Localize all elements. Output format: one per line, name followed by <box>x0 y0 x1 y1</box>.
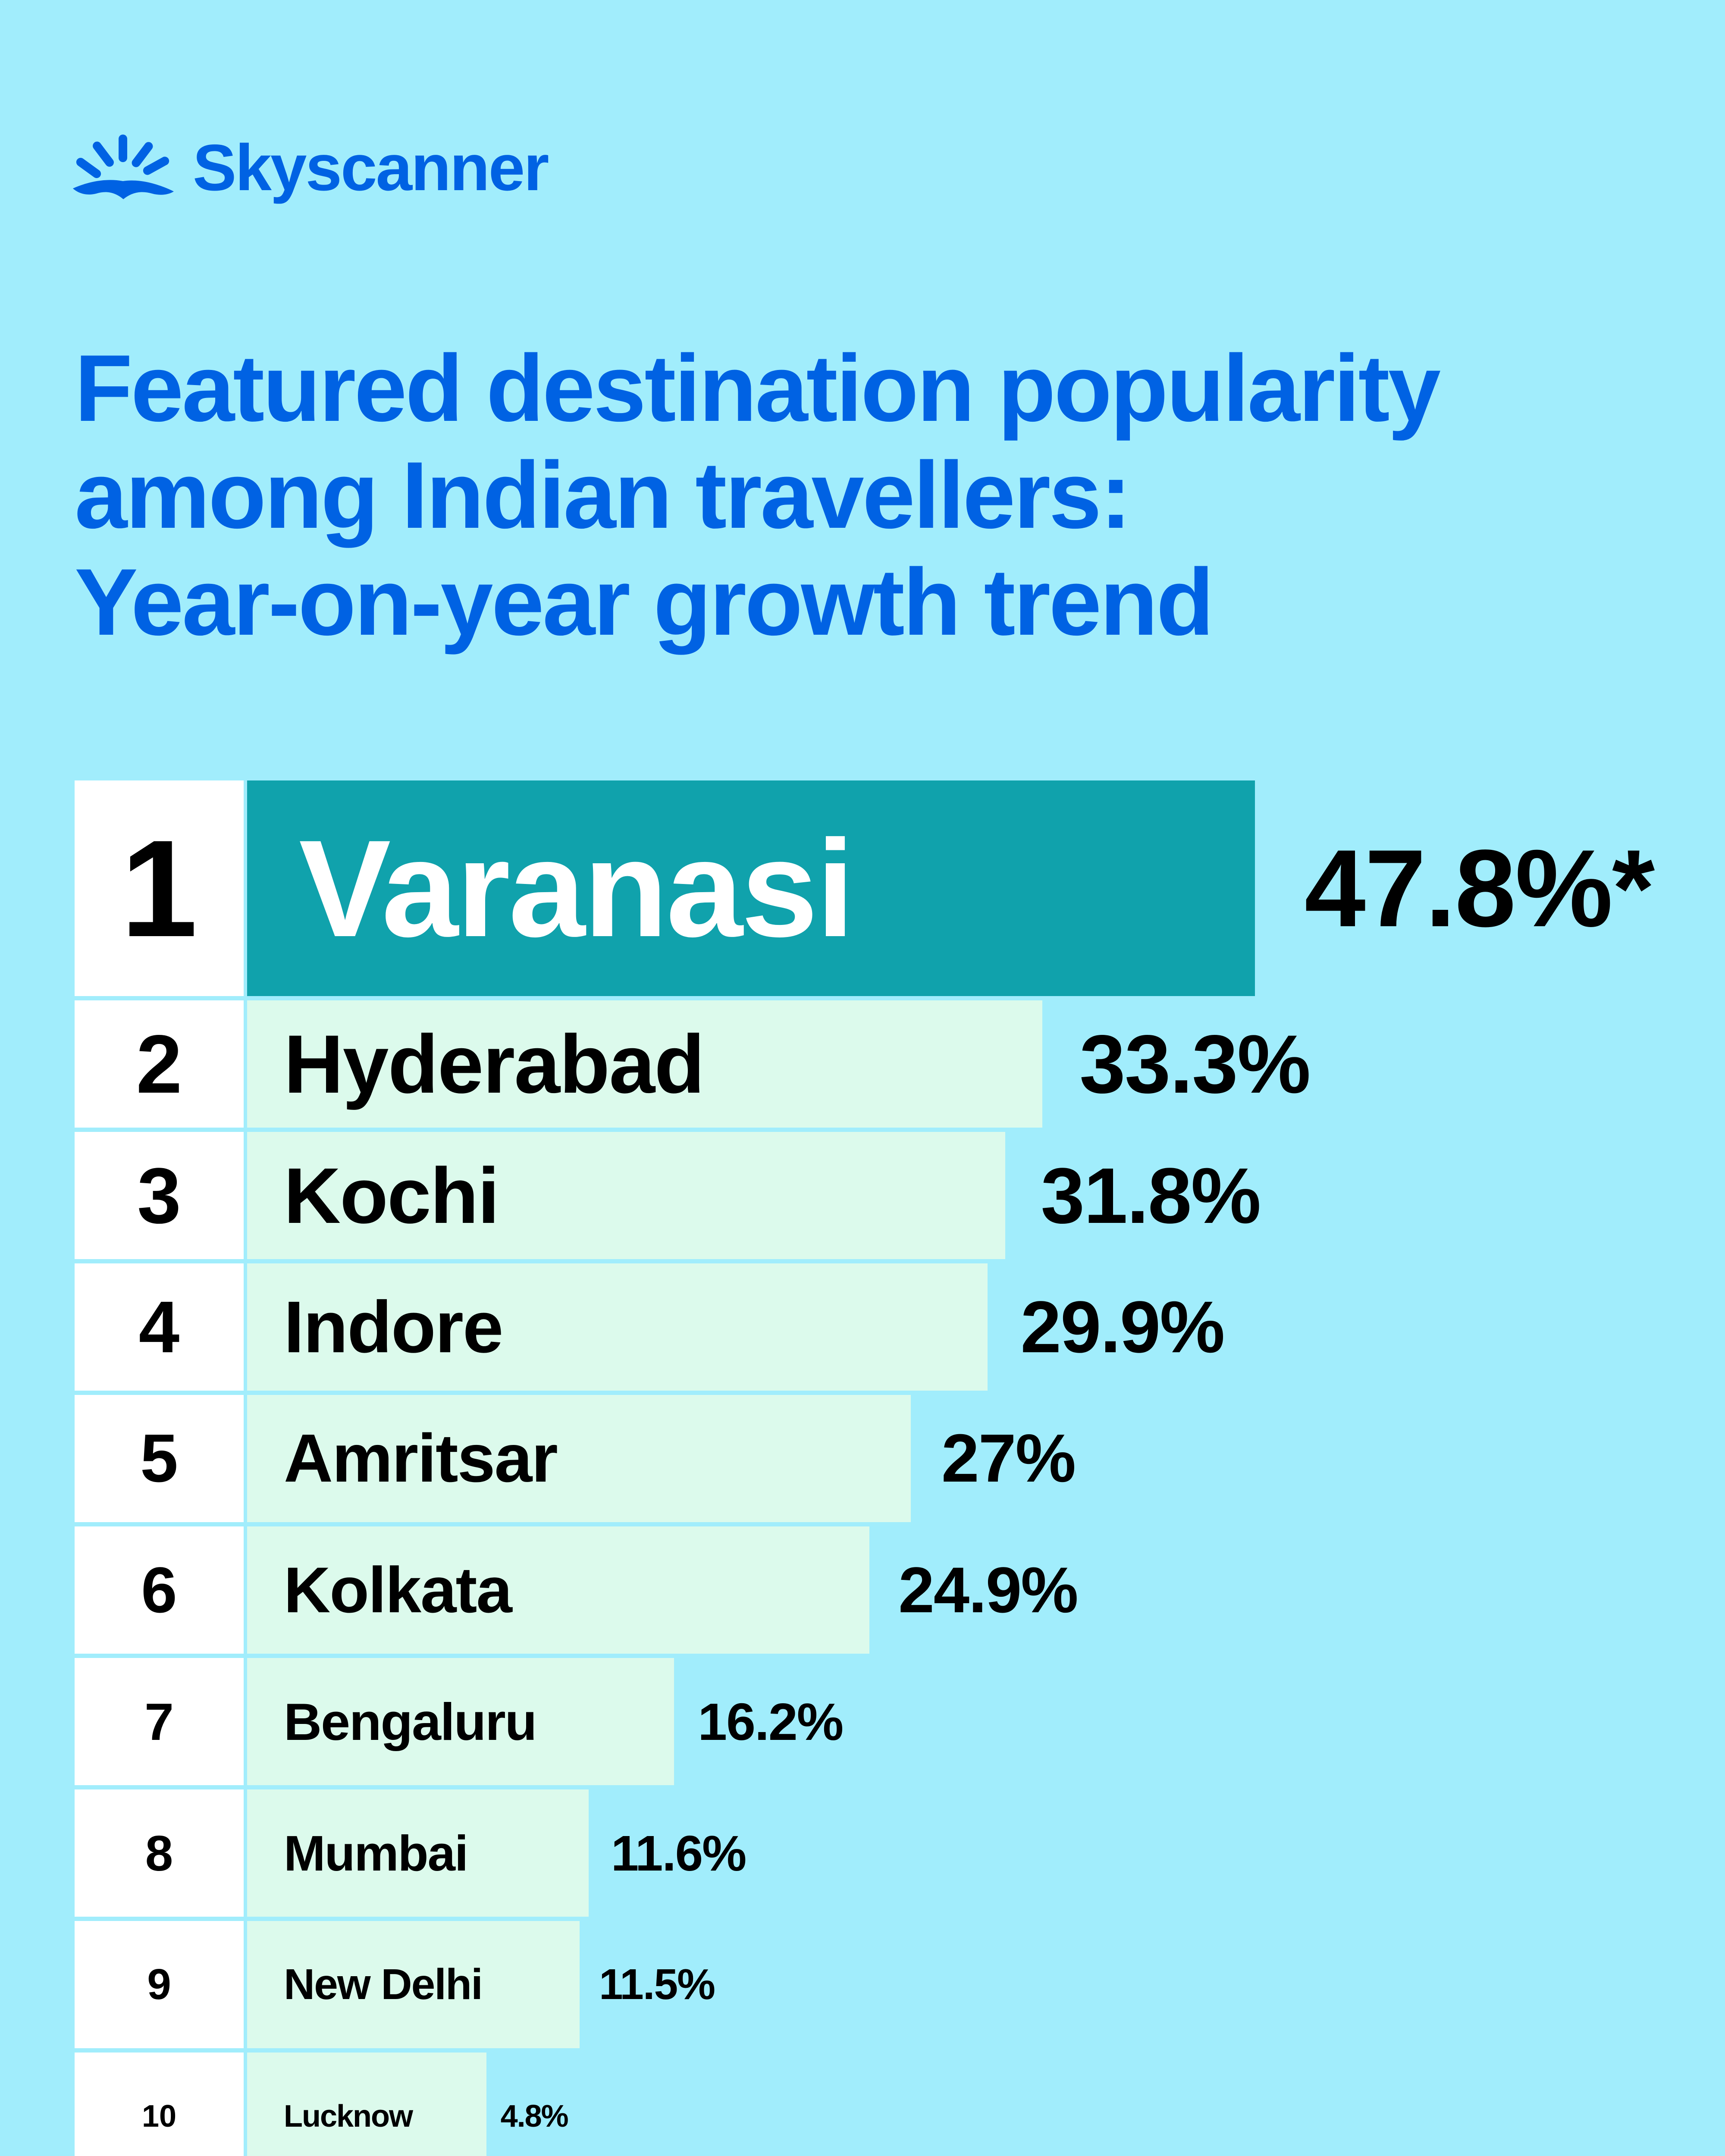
city-label: Hyderabad <box>284 1018 705 1110</box>
bar-area: Lucknow 4.8% <box>247 2053 1725 2156</box>
bar-area: Bengaluru 16.2% <box>247 1658 1725 1785</box>
bar-kochi: Kochi <box>247 1132 1006 1259</box>
chart-row-mumbai: 8 Mumbai 11.6% <box>0 1789 1725 1917</box>
rank-box: 10 <box>75 2053 244 2156</box>
rank-number: 2 <box>136 1018 182 1110</box>
rank-number: 9 <box>147 1960 171 2009</box>
value-label: 31.8% <box>1041 1151 1261 1240</box>
value-label: 24.9% <box>898 1554 1078 1626</box>
bar-area: Indore 29.9% <box>247 1263 1725 1391</box>
value-label: 47.8%* <box>1304 827 1655 950</box>
city-label: New Delhi <box>284 1960 483 2009</box>
skyscanner-sunrise-logo-icon <box>72 134 175 202</box>
bar-mumbai: Mumbai <box>247 1789 589 1917</box>
bar-area: Hyderabad 33.3% <box>247 1000 1725 1128</box>
rank-box: 6 <box>75 1526 244 1654</box>
value-label: 4.8% <box>500 2099 569 2134</box>
bar-area: Amritsar 27% <box>247 1395 1725 1522</box>
rank-number: 7 <box>144 1692 174 1751</box>
bar-bengaluru: Bengaluru <box>247 1658 674 1785</box>
bar-varanasi: Varanasi <box>247 780 1255 996</box>
rank-number: 5 <box>140 1420 178 1496</box>
bar-area: Kochi 31.8% <box>247 1132 1725 1259</box>
rank-box: 3 <box>75 1132 244 1259</box>
city-label: Kolkata <box>284 1554 512 1626</box>
bar-indore: Indore <box>247 1263 988 1391</box>
bar-hyderabad: Hyderabad <box>247 1000 1042 1128</box>
bar-area: Kolkata 24.9% <box>247 1526 1725 1654</box>
rank-number: 1 <box>121 811 198 965</box>
title-line-1: Featured destination popularity <box>75 335 1441 441</box>
value-label: 11.5% <box>599 1960 715 2009</box>
chart-row-kochi: 3 Kochi 31.8% <box>0 1132 1725 1259</box>
chart-row-kolkata: 6 Kolkata 24.9% <box>0 1526 1725 1654</box>
chart-row-lucknow: 10 Lucknow 4.8% <box>0 2053 1725 2156</box>
value-label: 11.6% <box>611 1825 747 1881</box>
chart-row-new-delhi: 9 New Delhi 11.5% <box>0 1921 1725 2048</box>
header: Skyscanner <box>0 0 1725 202</box>
bar-area: New Delhi 11.5% <box>247 1921 1725 2048</box>
value-label: 27% <box>941 1420 1076 1496</box>
city-label: Varanasi <box>299 811 855 965</box>
rank-box: 2 <box>75 1000 244 1128</box>
bar-area: Mumbai 11.6% <box>247 1789 1725 1917</box>
rank-box: 9 <box>75 1921 244 2048</box>
rank-number: 4 <box>138 1286 180 1368</box>
value-label: 29.9% <box>1020 1286 1225 1368</box>
value-label: 16.2% <box>698 1692 844 1751</box>
bar-new-delhi: New Delhi <box>247 1921 580 2048</box>
title-line-3: Year-on-year growth trend <box>75 549 1214 655</box>
city-label: Kochi <box>284 1151 499 1240</box>
rank-number: 8 <box>145 1825 173 1881</box>
page-title: Featured destination popularity among In… <box>75 335 1725 655</box>
bar-area: Varanasi 47.8%* <box>247 780 1725 996</box>
city-label: Bengaluru <box>284 1692 537 1751</box>
ranked-bar-chart: 1 Varanasi 47.8%* 2 Hyderabad 33.3% 3 Ko… <box>0 780 1725 2156</box>
title-line-2: among Indian travellers: <box>75 442 1132 548</box>
bar-kolkata: Kolkata <box>247 1526 869 1654</box>
value-label: 33.3% <box>1079 1018 1311 1110</box>
chart-row-amritsar: 5 Amritsar 27% <box>0 1395 1725 1522</box>
chart-row-hyderabad: 2 Hyderabad 33.3% <box>0 1000 1725 1128</box>
city-label: Lucknow <box>284 2099 413 2134</box>
city-label: Indore <box>284 1286 503 1368</box>
city-label: Mumbai <box>284 1825 468 1881</box>
rank-box: 8 <box>75 1789 244 1917</box>
rank-box: 4 <box>75 1263 244 1391</box>
skyscanner-wordmark: Skyscanner <box>193 131 549 204</box>
rank-number: 10 <box>141 2099 177 2134</box>
city-label: Amritsar <box>284 1420 558 1496</box>
chart-row-bengaluru: 7 Bengaluru 16.2% <box>0 1658 1725 1785</box>
rank-box: 1 <box>75 780 244 996</box>
bar-amritsar: Amritsar <box>247 1395 911 1522</box>
rank-number: 6 <box>141 1554 177 1626</box>
rank-number: 3 <box>137 1151 181 1240</box>
chart-row-varanasi: 1 Varanasi 47.8%* <box>0 780 1725 996</box>
rank-box: 5 <box>75 1395 244 1522</box>
bar-lucknow: Lucknow <box>247 2053 487 2156</box>
chart-row-indore: 4 Indore 29.9% <box>0 1263 1725 1391</box>
rank-box: 7 <box>75 1658 244 1785</box>
